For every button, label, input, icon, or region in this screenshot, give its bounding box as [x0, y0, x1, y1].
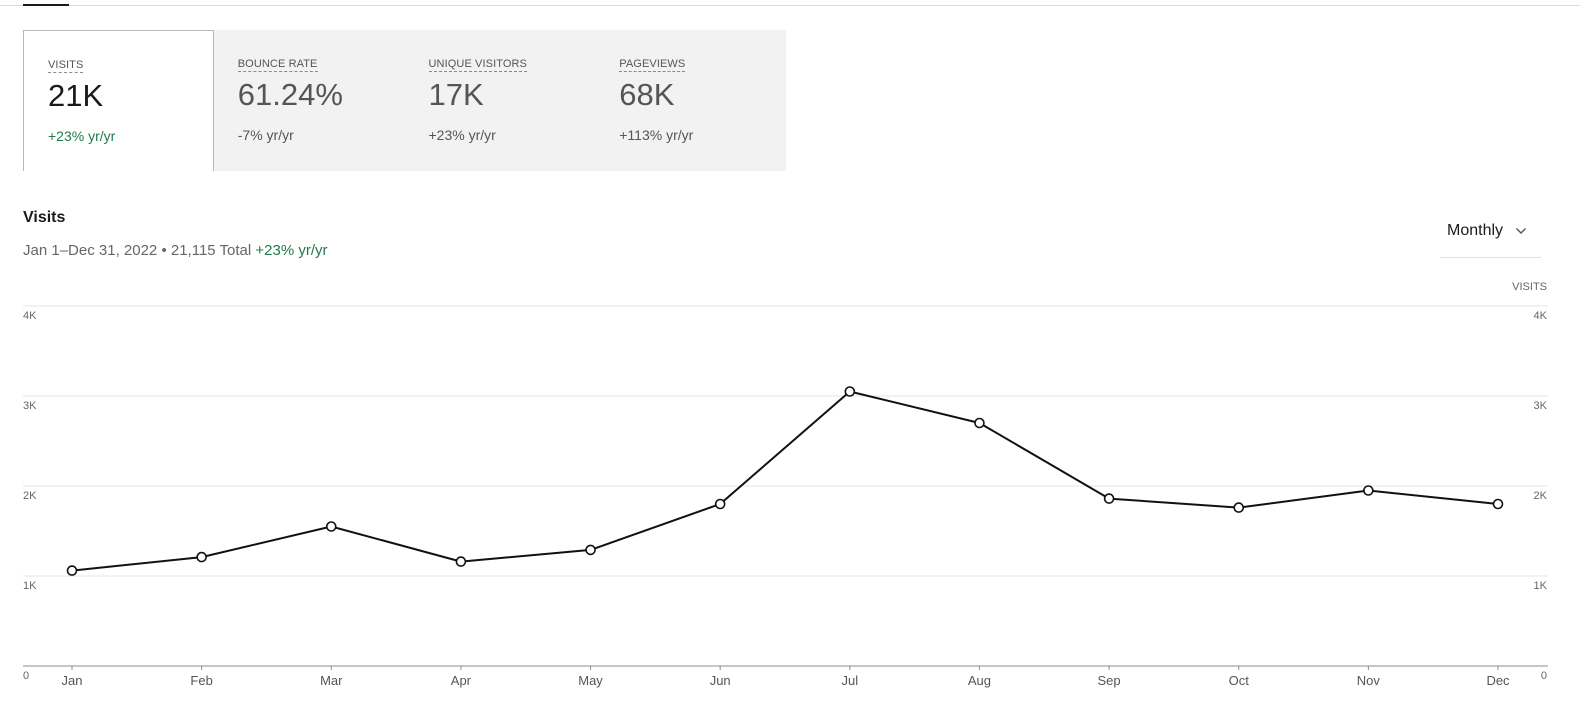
x-tick-label: Feb: [190, 673, 212, 688]
chart-title: Visits: [23, 209, 66, 226]
y-tick-label-left: 3K: [23, 400, 37, 412]
metric-label: UNIQUE VISITORS: [428, 58, 527, 72]
y-tick-label-right: 0: [1541, 670, 1547, 682]
metrics-bar: VISITS 21K +23% yr/yr BOUNCE RATE 61.24%…: [23, 30, 786, 171]
x-tick-label: Jul: [842, 673, 859, 688]
data-point: [1363, 485, 1374, 496]
y-tick-label-right: 2K: [1534, 490, 1548, 502]
metric-value: 61.24%: [237, 77, 343, 112]
y-tick-label-left: 2K: [23, 490, 37, 502]
data-point: [1233, 502, 1245, 513]
metric-change: +113% yr/yr: [619, 127, 694, 143]
x-tick-label: Jun: [710, 673, 731, 688]
metric-unique-visitors[interactable]: UNIQUE VISITORS 17K +23% yr/yr: [405, 30, 596, 171]
top-divider: [0, 5, 1580, 6]
x-tick-label: Aug: [968, 673, 991, 688]
metric-label: BOUNCE RATE: [237, 58, 318, 72]
data-point: [196, 551, 207, 563]
data-point: [585, 544, 596, 556]
metric-label: PAGEVIEWS: [619, 58, 686, 72]
chart-subtitle: Jan 1–Dec 31, 2022 • 21,115 Total +23% y…: [23, 242, 328, 259]
y-tick-label-right: 1K: [1534, 580, 1548, 592]
data-point: [974, 417, 985, 429]
period-dropdown[interactable]: Monthly: [1440, 220, 1541, 258]
metric-bounce-rate[interactable]: BOUNCE RATE 61.24% -7% yr/yr: [214, 30, 405, 171]
metric-label: VISITS: [48, 59, 84, 73]
data-point: [455, 556, 467, 567]
y-axis-label: VISITS: [1512, 281, 1547, 293]
x-tick-label: Jan: [62, 673, 83, 688]
data-point: [1492, 498, 1504, 510]
y-tick-label-left: 1K: [23, 580, 37, 592]
x-tick-label: Nov: [1357, 673, 1381, 688]
metric-value: 68K: [619, 77, 675, 112]
yoy-change: +23% yr/yr: [255, 242, 328, 259]
x-tick-label: May: [578, 673, 603, 688]
metric-value: 21K: [48, 78, 104, 113]
y-tick-label-left: 4K: [23, 310, 37, 322]
y-tick-label-right: 4K: [1534, 310, 1548, 322]
x-tick-label: Dec: [1486, 673, 1510, 688]
metric-change: -7% yr/yr: [237, 127, 294, 143]
chevron-down-icon: [1516, 228, 1527, 234]
metric-value: 17K: [428, 77, 484, 112]
metric-change: +23% yr/yr: [48, 128, 116, 144]
date-range: Jan 1–Dec 31, 2022: [23, 242, 158, 259]
y-tick-label-left: 0: [23, 670, 29, 682]
active-tab-indicator: [23, 4, 69, 6]
x-tick-label: Mar: [320, 673, 343, 688]
period-dropdown-value: Monthly: [1447, 222, 1504, 239]
visits-line-chart: 0 0 1K 1K 2K 2K 3K 3K 4K 4K VISITS Jan Feb Mar Apr May J…: [23, 281, 1548, 688]
metric-pageviews[interactable]: PAGEVIEWS 68K +113% yr/yr: [595, 30, 786, 171]
x-tick-label: Sep: [1098, 673, 1121, 688]
data-point: [714, 498, 726, 510]
data-point: [1103, 493, 1115, 504]
data-point: [844, 386, 856, 397]
y-tick-label-right: 3K: [1534, 400, 1548, 412]
total-visits: • 21,115 Total: [157, 242, 256, 259]
series-line: [71, 390, 1499, 572]
x-tick-label: Apr: [451, 673, 472, 688]
data-point: [66, 565, 78, 576]
data-point: [325, 521, 337, 532]
x-tick-label: Oct: [1229, 673, 1250, 688]
metric-visits[interactable]: VISITS 21K +23% yr/yr: [23, 30, 214, 171]
metric-change: +23% yr/yr: [428, 127, 496, 143]
